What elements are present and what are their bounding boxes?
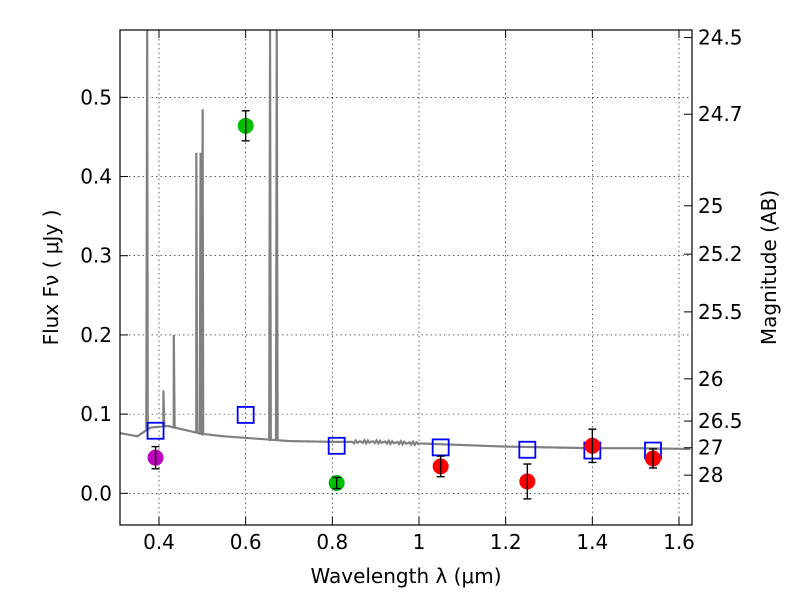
model-photometry-square — [146, 421, 165, 440]
y-tick-label: 0.5 — [80, 85, 112, 109]
observed-points — [147, 110, 661, 500]
model-photometry-square — [431, 438, 450, 457]
x-tick-label: 1.6 — [663, 530, 695, 554]
model-photometry — [146, 406, 662, 460]
x-tick-label: 1.4 — [576, 530, 608, 554]
model-spectrum — [120, 30, 691, 451]
plot-frame — [119, 29, 693, 526]
right-tick-label: 28 — [698, 463, 723, 487]
model-photometry-square — [236, 406, 255, 424]
y-tick-label: 0.4 — [80, 165, 112, 189]
grid — [120, 30, 692, 525]
x-tick-label: 0.6 — [230, 530, 262, 554]
right-tick-label: 24.7 — [698, 102, 743, 126]
right-tick-label: 26.5 — [698, 409, 743, 433]
y-tick-label: 0.2 — [80, 323, 112, 347]
model-photometry-square — [518, 440, 537, 459]
x-tick-label: 1 — [413, 530, 426, 554]
right-tick-label: 24.5 — [698, 26, 743, 50]
right-tick-label: 26 — [698, 367, 723, 391]
x-axis-label: Wavelength λ (μm) — [310, 564, 501, 588]
y-axis-label: Flux Fν ( μJy ) — [39, 210, 63, 346]
x-tick-label: 1.2 — [490, 530, 522, 554]
axis-ticks: 0.4 0.6 0.8 1 1.2 1.4 1.6 0.0 0.1 0.2 0.3 0.4 0.5 24.… — [80, 26, 742, 554]
right-axis-label: Magnitude (AB) — [757, 190, 781, 345]
right-tick-label: 25 — [698, 194, 723, 218]
right-tick-label: 25.5 — [698, 300, 743, 324]
right-tick-label: 27 — [698, 436, 723, 460]
x-tick-label: 0.4 — [143, 530, 175, 554]
model-photometry-square — [327, 436, 346, 455]
model-spectrum-line — [120, 30, 691, 451]
x-tick-label: 0.8 — [316, 530, 348, 554]
y-tick-label: 0.1 — [80, 402, 112, 426]
y-tick-label: 0.0 — [80, 481, 112, 505]
y-tick-label: 0.3 — [80, 244, 112, 268]
right-tick-label: 25.2 — [698, 242, 743, 266]
